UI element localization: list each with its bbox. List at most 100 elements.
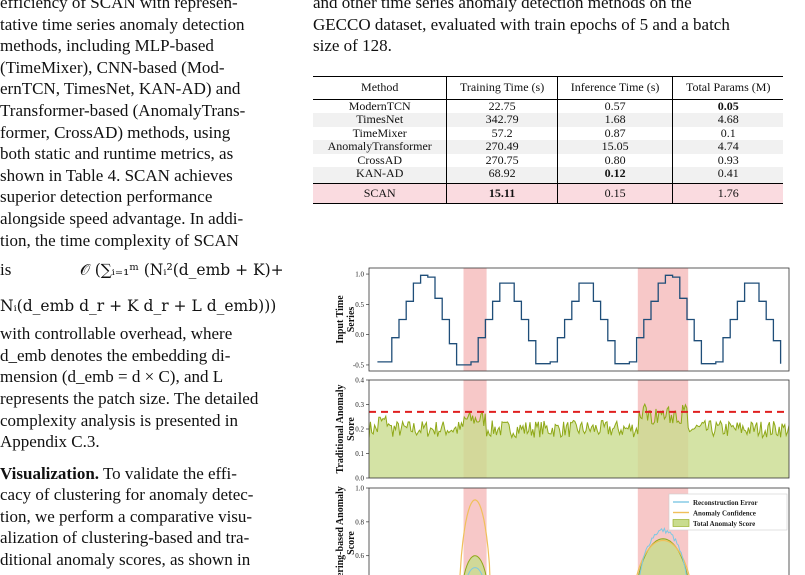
text-line: alization of clustering-based and tra-: [0, 528, 250, 548]
left-column: efficiency of SCAN with represen- tative…: [0, 0, 303, 571]
text-line: Appendix C.3.: [0, 432, 100, 452]
text-line: methods, including MLP-based: [0, 36, 214, 56]
caption-line: size of 128.: [313, 36, 392, 56]
table-row: ModernTCN 22.75 0.57 0.05: [313, 99, 783, 113]
cell-method: ModernTCN: [313, 99, 448, 113]
text-line: shown in Table 4. SCAN achieves: [0, 165, 233, 185]
text-line: efficiency of SCAN with represen-: [0, 0, 238, 12]
formula-part-2: Nᵢ(d_emb d_r + K d_r + L d_emb))): [0, 297, 277, 316]
text-line: both static and runtime metrics, as: [0, 144, 234, 164]
y-axis-label: Traditional AnomalyScore: [335, 385, 357, 474]
left-paragraph-1: efficiency of SCAN with represen- tative…: [0, 0, 303, 251]
y-tick-label: 1.0: [355, 485, 364, 493]
visualization-figure: 1.0 0.5 0.0 -0.5 Input TimeSeries 0.4 0.3 0.2 0.…: [335, 267, 790, 575]
cell-params: 1.76: [672, 183, 783, 204]
text-line: tion, we perform a comparative visu-: [0, 506, 253, 526]
table-row: AnomalyTransformer 270.49 15.05 4.74: [313, 139, 783, 154]
cell-training: 68.92: [446, 166, 558, 183]
panel-frame: [368, 487, 790, 575]
legend-swatch: [672, 519, 690, 527]
legend: Reconstruction Error Anomaly Confidence To…: [668, 493, 788, 531]
text-line: cacy of clustering for anomaly detec-: [0, 485, 254, 505]
y-tick-label: 0.3: [355, 401, 364, 409]
complexity-formula-line-1: is 𝒪 (∑ᵢ₌₁ᵐ (Nᵢ²(d_emb + K)+: [0, 251, 303, 289]
total-score-area: [464, 538, 688, 575]
traditional-score-line: [369, 402, 789, 440]
legend-label: Anomaly Confidence: [693, 510, 756, 518]
y-axis-label-line: Input Time: [335, 295, 346, 344]
text-line: tative time series anomaly detection: [0, 14, 245, 34]
efficiency-table: Method Training Time (s) Inference Time …: [313, 76, 783, 204]
y-tick-label: 0.4: [355, 377, 364, 385]
y-tick-label: 0.6: [355, 552, 364, 560]
y-axis-label: Input TimeSeries: [335, 295, 357, 344]
cell-params: 0.93: [717, 152, 739, 167]
text-line: mension (d_emb = d × C), and L: [0, 367, 224, 387]
caption-line: GECCO dataset, evaluated with train epoc…: [313, 14, 730, 34]
cell-training: 15.11: [446, 183, 558, 204]
caption-line: and other time series anomaly detection …: [313, 0, 692, 12]
text-line: superior detection performance: [0, 187, 213, 207]
panel-1-plot: [377, 268, 782, 371]
cell-inference: 0.57: [557, 99, 674, 113]
text-line: former, CrossAD) methods, using: [0, 122, 231, 142]
text-line: ditional anomaly scores, as shown in: [0, 550, 251, 570]
cell-training: 270.75: [446, 153, 558, 167]
cell-params: 0.1: [720, 125, 736, 140]
cell-method: SCAN: [313, 183, 448, 204]
section-heading: Visualization.: [0, 463, 100, 483]
cell-method: TimeMixer: [313, 126, 448, 140]
y-tick-label: 0.1: [355, 450, 364, 458]
input-series-line: [377, 274, 782, 366]
y-tick-label: 1.0: [355, 271, 364, 279]
cell-method: KAN-AD: [313, 166, 448, 183]
text-line: To validate the effi-: [99, 463, 237, 483]
left-paragraph-1-tail: with controllable overhead, where d_emb …: [0, 323, 303, 453]
legend-label: Total Anomaly Score: [693, 520, 755, 528]
header-inference-time: Inference Time (s): [557, 76, 674, 99]
cell-training: 22.75: [446, 99, 558, 113]
cell-params: 4.68: [672, 112, 783, 127]
cell-method: AnomalyTransformer: [313, 139, 448, 154]
legend-label: Reconstruction Error: [693, 499, 758, 507]
cell-training: 342.79: [446, 112, 558, 127]
cell-inference: 0.80: [557, 153, 674, 167]
reconstruction-line: [467, 526, 687, 575]
right-column: and other time series anomaly detection …: [313, 0, 805, 57]
complexity-formula-line-2: Nᵢ(d_emb d_r + K d_r + L d_emb))): [0, 289, 303, 323]
text-is: is: [0, 260, 12, 280]
table-header-row: Method Training Time (s) Inference Time …: [313, 76, 783, 99]
y-axis-label-line: Traditional Anomaly: [335, 385, 346, 474]
cell-inference: 0.12: [557, 166, 674, 183]
y-tick-label: 0.0: [355, 331, 364, 339]
cell-inference: 15.05: [557, 139, 674, 154]
panel-frame: [368, 267, 790, 372]
y-tick-label: 0.8: [355, 518, 364, 526]
text-line: represents the patch size. The detailed: [0, 388, 259, 408]
panel-2-plot: [369, 380, 789, 478]
y-axis-label: Clustering-based AnomalyScore: [335, 486, 357, 575]
traditional-score-area: [369, 404, 789, 478]
table-row: TimesNet 342.79 1.68 4.68: [313, 112, 783, 127]
total-score-line: [463, 538, 688, 575]
y-axis-label-line: Clustering-based Anomaly: [335, 486, 346, 575]
text-line: complexity analysis is presented in: [0, 410, 238, 430]
header-method: Method: [313, 76, 448, 99]
y-axis-label-line: Series: [346, 307, 357, 333]
cell-params: 0.05: [717, 98, 739, 113]
header-training-time: Training Time (s): [446, 76, 558, 99]
table-row: TimeMixer 57.2 0.87 0.1: [313, 125, 783, 140]
y-tick-label: -0.5: [353, 361, 365, 369]
cell-method: TimesNet: [313, 112, 448, 127]
header-total-params: Total Params (M): [685, 80, 771, 94]
y-axis-label-line: Score: [346, 531, 357, 555]
cell-inference: 1.68: [557, 112, 674, 127]
cell-training: 57.2: [446, 126, 558, 140]
y-axis-label-line: Score: [346, 417, 357, 441]
text-line: alongside speed advantage. In addi-: [0, 208, 244, 228]
text-line: Transformer-based (AnomalyTrans-: [0, 100, 246, 120]
text-line: d_emb denotes the embedding di-: [0, 345, 231, 365]
text-line: with controllable overhead, where: [0, 324, 233, 344]
text-line: ernTCN, TimesNet, KAN-AD) and: [0, 79, 241, 99]
cell-inference: 0.87: [557, 126, 674, 140]
